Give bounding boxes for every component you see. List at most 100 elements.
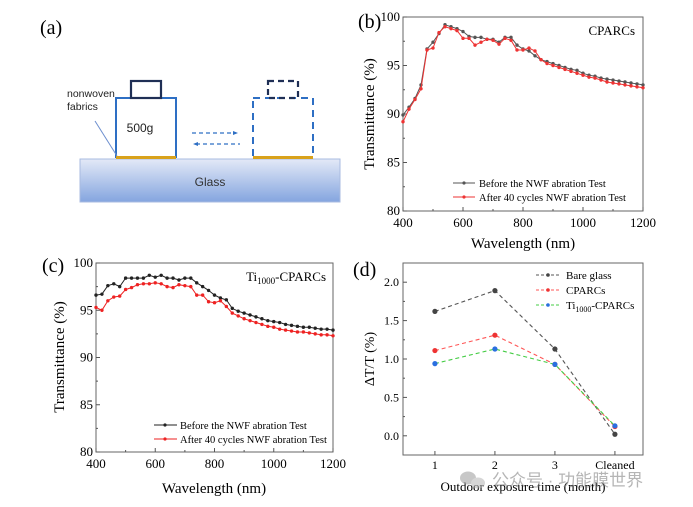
weight-handle	[129, 79, 163, 100]
legend-marker-after-c	[163, 437, 167, 441]
series-line-1	[402, 26, 644, 123]
data-point	[266, 324, 270, 329]
weight-label: 500g	[127, 121, 154, 135]
data-point	[260, 317, 264, 321]
glass-label: Glass	[195, 175, 226, 189]
data-point	[575, 68, 579, 73]
data-point	[248, 318, 252, 323]
y-tick-label: 95	[387, 58, 400, 73]
data-point	[165, 276, 169, 280]
data-point	[641, 86, 645, 90]
data-point	[401, 120, 405, 124]
panel-label-c: (c)	[42, 255, 64, 277]
panel-a-schematic: (a) Glass 500g nonwoven fabrics	[40, 17, 341, 203]
data-point	[177, 278, 181, 282]
x-tick-label: Cleaned	[595, 458, 634, 472]
data-point	[509, 35, 513, 40]
data-point	[266, 318, 270, 323]
data-point	[492, 288, 498, 294]
data-point	[165, 284, 169, 289]
legend-label-ti-sub: 1000	[575, 305, 591, 314]
data-point	[509, 38, 513, 42]
legend-label-after-b: After 40 cycles NWF abration Test	[479, 193, 626, 204]
y-axis-label-b: Transmittance (%)	[362, 58, 378, 170]
x-tick-label: 1	[432, 458, 438, 472]
data-point	[159, 273, 163, 277]
data-point	[611, 78, 615, 82]
axis-ticks-b: 400 600 800 1000 1200 80 85 90 95 100	[381, 9, 657, 230]
x-tick-label: 2	[492, 458, 498, 472]
data-point	[153, 281, 157, 285]
legend-marker-before-b	[462, 181, 466, 185]
legend-c: Before the NWF abration Test After 40 cy…	[154, 421, 327, 446]
data-point	[189, 276, 193, 280]
data-point	[617, 79, 621, 83]
x-axis-label-c: Wavelength (nm)	[162, 481, 266, 497]
data-point	[503, 36, 507, 41]
data-point	[635, 85, 639, 89]
data-point	[236, 309, 240, 313]
fabric-pointer-line	[94, 120, 118, 157]
data-point	[112, 282, 116, 286]
data-point	[319, 333, 323, 337]
annotation-c-rest: -CPARCs	[275, 269, 326, 284]
y-tick-label: 1.5	[384, 314, 399, 328]
data-point	[242, 317, 246, 321]
data-point	[206, 300, 211, 304]
data-point	[492, 332, 498, 338]
data-point	[331, 334, 335, 338]
data-point	[593, 76, 597, 80]
data-point	[449, 26, 453, 31]
fabric-label-line1: nonwoven	[67, 88, 115, 100]
legend-label-ti-rest: -CPARCs	[591, 300, 634, 312]
data-point	[552, 361, 558, 367]
data-point	[224, 298, 229, 302]
legend-label-after-c: After 40 cycles NWF abration Test	[180, 435, 327, 446]
nonwoven-fabric-strip	[116, 156, 176, 159]
legend-marker-before-c	[163, 423, 167, 427]
data-point	[437, 30, 441, 35]
data-point	[473, 35, 477, 40]
data-point	[200, 293, 205, 297]
nonwoven-fabric-strip-moved	[253, 156, 313, 159]
data-point	[106, 299, 110, 303]
x-tick-label: 400	[86, 456, 106, 471]
data-point	[171, 285, 175, 290]
data-point	[497, 42, 501, 46]
y-tick-label: 95	[80, 302, 93, 317]
y-tick-label: 85	[387, 155, 400, 170]
data-point	[289, 323, 294, 328]
data-point	[419, 87, 423, 91]
data-point	[599, 78, 603, 82]
data-point	[605, 80, 609, 84]
y-tick-label: 80	[387, 203, 400, 218]
legend-label-cparcs: CPARCs	[566, 285, 605, 297]
data-point	[307, 331, 311, 335]
watermark: 公众号 · 功能膜世界	[460, 471, 643, 490]
y-tick-label: 80	[80, 444, 93, 459]
data-point	[123, 287, 128, 292]
data-point	[295, 330, 300, 334]
data-point	[147, 273, 152, 277]
data-point	[485, 37, 489, 42]
data-point	[612, 431, 618, 437]
annotation-c: Ti1000-CPARCs	[246, 269, 326, 286]
x-tick-label: 600	[453, 215, 473, 230]
legend-marker-cparcs	[546, 288, 550, 292]
data-point	[443, 25, 447, 29]
data-point	[94, 305, 98, 310]
data-point	[527, 49, 531, 53]
data-point	[539, 57, 543, 62]
series-line-0	[402, 24, 644, 116]
data-point	[552, 346, 558, 352]
data-point	[153, 275, 157, 279]
data-point	[527, 46, 531, 50]
wechat-icon	[460, 471, 485, 489]
data-point	[218, 299, 223, 303]
data-point	[479, 35, 483, 40]
data-point	[492, 346, 498, 352]
data-point	[248, 313, 252, 317]
y-tick-label: 100	[74, 255, 94, 270]
